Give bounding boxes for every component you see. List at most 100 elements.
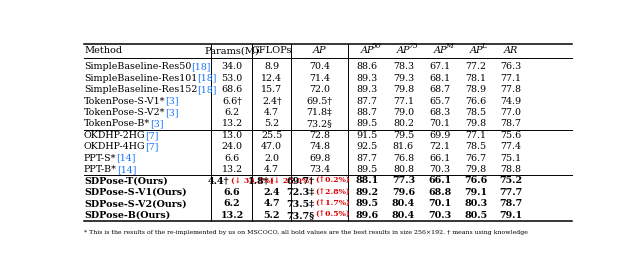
- Text: 77.1: 77.1: [465, 131, 486, 140]
- Text: 68.8: 68.8: [428, 188, 452, 197]
- Text: 77.0: 77.0: [500, 108, 521, 117]
- Text: 77.2: 77.2: [465, 62, 486, 71]
- Text: 79.5: 79.5: [393, 131, 414, 140]
- Text: 76.8: 76.8: [393, 154, 414, 163]
- Text: 70.3: 70.3: [428, 211, 452, 220]
- Text: 74.8: 74.8: [309, 142, 330, 151]
- Text: OKDHP-2HG: OKDHP-2HG: [84, 131, 145, 140]
- Text: 69.5†: 69.5†: [307, 96, 333, 106]
- Text: 81.6: 81.6: [393, 142, 414, 151]
- Text: 79.0: 79.0: [393, 108, 414, 117]
- Text: 80.4: 80.4: [392, 199, 415, 208]
- Text: 73.5‡: 73.5‡: [287, 199, 315, 208]
- Text: [14]: [14]: [117, 165, 136, 174]
- Text: (↑0.2%): (↑0.2%): [316, 177, 350, 185]
- Text: 25.5: 25.5: [261, 131, 282, 140]
- Text: 5.2: 5.2: [264, 211, 280, 220]
- Text: 6.2: 6.2: [225, 108, 239, 117]
- Text: 79.8: 79.8: [393, 85, 414, 94]
- Text: 2.4†: 2.4†: [262, 96, 282, 106]
- Text: 13.2: 13.2: [220, 211, 244, 220]
- Text: 66.1: 66.1: [428, 177, 452, 185]
- Text: 76.3: 76.3: [500, 62, 521, 71]
- Text: 79.8: 79.8: [465, 165, 486, 174]
- Text: AP: AP: [360, 46, 374, 55]
- Text: 89.6: 89.6: [356, 211, 379, 220]
- Text: 78.5: 78.5: [465, 142, 486, 151]
- Text: AP: AP: [313, 46, 326, 55]
- Text: 53.0: 53.0: [221, 74, 243, 83]
- Text: 70.3: 70.3: [429, 165, 451, 174]
- Text: 4.7: 4.7: [264, 108, 279, 117]
- Text: SDPose-S-V1(Ours): SDPose-S-V1(Ours): [84, 188, 187, 197]
- Text: 78.3: 78.3: [393, 62, 414, 71]
- Text: 70.1: 70.1: [429, 119, 451, 128]
- Text: AP: AP: [469, 46, 483, 55]
- Text: 72.3‡: 72.3‡: [286, 188, 315, 197]
- Text: 73.7§: 73.7§: [287, 211, 315, 220]
- Text: 5.2: 5.2: [264, 119, 279, 128]
- Text: Params(M): Params(M): [205, 46, 259, 55]
- Text: M: M: [445, 42, 453, 50]
- Text: 80.4: 80.4: [392, 211, 415, 220]
- Text: Method: Method: [84, 46, 122, 55]
- Text: 77.8: 77.8: [500, 85, 521, 94]
- Text: 6.6†: 6.6†: [222, 96, 242, 106]
- Text: 71.8‡: 71.8‡: [307, 108, 332, 117]
- Text: (↑1.7%): (↑1.7%): [316, 200, 350, 208]
- Text: 77.3: 77.3: [392, 177, 415, 185]
- Text: 8.9: 8.9: [264, 62, 279, 71]
- Text: 73.4: 73.4: [309, 165, 330, 174]
- Text: 4.7: 4.7: [264, 199, 280, 208]
- Text: 77.1: 77.1: [500, 74, 521, 83]
- Text: 72.1: 72.1: [429, 142, 451, 151]
- Text: 88.1: 88.1: [356, 177, 379, 185]
- Text: 65.7: 65.7: [429, 96, 451, 106]
- Text: 89.5: 89.5: [356, 119, 378, 128]
- Text: 87.7: 87.7: [356, 154, 378, 163]
- Text: 68.1: 68.1: [429, 74, 451, 83]
- Text: (↑0.5%): (↑0.5%): [316, 211, 350, 219]
- Text: 13.2: 13.2: [221, 119, 243, 128]
- Text: 75.6: 75.6: [500, 131, 521, 140]
- Text: 77.7: 77.7: [499, 188, 522, 197]
- Text: 80.5: 80.5: [465, 211, 488, 220]
- Text: 6.6: 6.6: [224, 188, 241, 197]
- Text: SDPose-T(Ours): SDPose-T(Ours): [84, 177, 168, 185]
- Text: 15.7: 15.7: [261, 85, 282, 94]
- Text: 2.0: 2.0: [264, 154, 279, 163]
- Text: 6.6: 6.6: [225, 154, 239, 163]
- Text: 79.1: 79.1: [465, 188, 488, 197]
- Text: OKDHP-4HG: OKDHP-4HG: [84, 142, 145, 151]
- Text: [18]: [18]: [191, 62, 211, 71]
- Text: TokenPose-S-V1*: TokenPose-S-V1*: [84, 96, 166, 106]
- Text: [7]: [7]: [145, 131, 159, 140]
- Text: 13.2: 13.2: [221, 165, 243, 174]
- Text: 89.5: 89.5: [356, 199, 379, 208]
- Text: 89.3: 89.3: [356, 74, 378, 83]
- Text: 75: 75: [408, 42, 418, 50]
- Text: 12.4: 12.4: [261, 74, 282, 83]
- Text: 67.1: 67.1: [429, 62, 451, 71]
- Text: [18]: [18]: [197, 74, 217, 83]
- Text: 78.9: 78.9: [465, 85, 486, 94]
- Text: TokenPose-B*: TokenPose-B*: [84, 119, 150, 128]
- Text: 2.4: 2.4: [264, 188, 280, 197]
- Text: 69.7†: 69.7†: [287, 177, 315, 185]
- Text: 76.7: 76.7: [465, 154, 486, 163]
- Text: * This is the results of the re-implemented by us on MSCOCO, all bold values are: * This is the results of the re-implemen…: [84, 230, 528, 235]
- Text: 76.6: 76.6: [465, 177, 488, 185]
- Text: SDPose-B(Ours): SDPose-B(Ours): [84, 211, 170, 220]
- Text: AP: AP: [397, 46, 410, 55]
- Text: 4.7: 4.7: [264, 165, 279, 174]
- Text: 78.5: 78.5: [465, 108, 486, 117]
- Text: (↓ 33.3%): (↓ 33.3%): [230, 177, 273, 185]
- Text: PPT-B*: PPT-B*: [84, 165, 117, 174]
- Text: 69.9: 69.9: [429, 131, 451, 140]
- Text: SDPose-S-V2(Ours): SDPose-S-V2(Ours): [84, 199, 187, 208]
- Text: 87.7: 87.7: [356, 96, 378, 106]
- Text: 92.5: 92.5: [356, 142, 378, 151]
- Text: [3]: [3]: [150, 119, 164, 128]
- Text: 79.3: 79.3: [393, 74, 414, 83]
- Text: 68.3: 68.3: [429, 108, 451, 117]
